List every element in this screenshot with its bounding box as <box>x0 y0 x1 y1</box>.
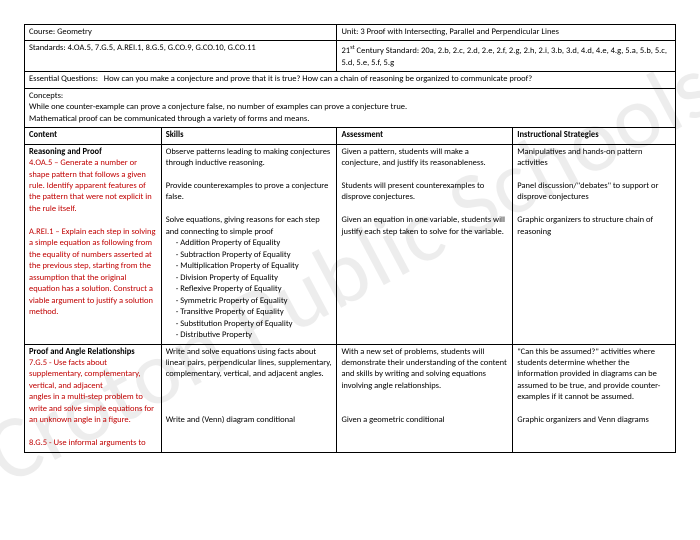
list-item: Transitive Property of Equality <box>176 307 333 318</box>
concepts-line2: Mathematical proof can be communicated t… <box>29 114 671 125</box>
row2-std2-text: Use informal arguments to <box>54 438 146 448</box>
row1-skills-p1: Observe patterns leading to making conje… <box>166 147 333 170</box>
unit-value: 3 Proof with Intersecting, Parallel and … <box>360 27 559 37</box>
eq-label: Essential Questions: <box>29 74 98 84</box>
row2-strategies: "Can this be assumed?" activities where … <box>513 344 676 452</box>
row2-skills-p2: Write and (Venn) diagram conditional <box>166 415 333 426</box>
century-rest: Century Standard: 20a, 2.b, 2.c, 2.d, 2.… <box>341 46 667 67</box>
row2-skills-p1: Write and solve equations using facts ab… <box>166 347 333 381</box>
row1-assess-p2: Students will present counterexamples to… <box>341 181 508 204</box>
row1-std2-code: A.REI.1 – <box>29 227 62 237</box>
row1-assess-p1: Given a pattern, students will make a co… <box>341 147 508 170</box>
row1-strategies: Manipulatives and hands-on pattern activ… <box>513 144 676 344</box>
unit-label: Unit: <box>341 27 358 37</box>
list-item: Multiplication Property of Equality <box>176 261 333 272</box>
course-value: Geometry <box>57 27 92 37</box>
century-cell: 21st Century Standard: 20a, 2.b, 2.c, 2.… <box>337 41 676 72</box>
row2-content-heading: Proof and Angle Relationships <box>29 347 157 358</box>
row1-assess-p3: Given an equation in one variable, stude… <box>341 215 508 238</box>
list-item: Subtraction Property of Equality <box>176 250 333 261</box>
row2-content: Proof and Angle Relationships 7.G.5 - Us… <box>25 344 162 452</box>
row1-std1-code: 4.OA.5 – <box>29 158 60 168</box>
list-item: Reflexive Property of Equality <box>176 284 333 295</box>
list-item: Distributive Property <box>176 330 333 341</box>
essential-questions-cell: Essential Questions: How can you make a … <box>25 72 676 88</box>
row1-content: Reasoning and Proof 4.OA.5 – Generate a … <box>25 144 162 344</box>
century-num: 21 <box>341 46 350 56</box>
standards-cell: Standards: 4.OA.5, 7.G.5, A.REI.1, 8.G.5… <box>25 41 337 72</box>
course-cell: Course: Geometry <box>25 25 337 41</box>
row2-std1-code: 7.G.5 - <box>29 358 54 368</box>
row1-strat-p1: Manipulatives and hands-on pattern activ… <box>517 147 671 170</box>
row2-std1-text2: angles in a multi-step problem to write … <box>29 392 157 426</box>
row2-assess-p2: Given a geometric conditional <box>341 415 508 426</box>
concepts-line1: While one counter-example can prove a co… <box>29 102 671 113</box>
col-strategies-header: Instructional Strategies <box>513 128 676 144</box>
list-item: Division Property of Equality <box>176 273 333 284</box>
course-label: Course: <box>29 27 55 37</box>
curriculum-table: Course: Geometry Unit: 3 Proof with Inte… <box>24 24 676 453</box>
row1-strat-p3: Graphic organizers to structure chain of… <box>517 215 671 238</box>
row1-content-heading: Reasoning and Proof <box>29 147 157 158</box>
row1-skills: Observe patterns leading to making conje… <box>161 144 337 344</box>
standards-value: 4.OA.5, 7.G.5, A.REI.1, 8.G.5, G.CO.9, G… <box>68 43 256 53</box>
row1-skills-p3: Solve equations, giving reasons for each… <box>166 215 333 238</box>
list-item: Symmetric Property of Equality <box>176 296 333 307</box>
concepts-label: Concepts: <box>29 91 671 102</box>
row2-std2-code: 8.G.5 - <box>29 438 54 448</box>
row1-assessment: Given a pattern, students will make a co… <box>337 144 513 344</box>
row2-assess-p1: With a new set of problems, students wil… <box>341 347 508 393</box>
unit-cell: Unit: 3 Proof with Intersecting, Paralle… <box>337 25 676 41</box>
list-item: Substitution Property of Equality <box>176 319 333 330</box>
col-skills-header: Skills <box>161 128 337 144</box>
row2-strat-p1: "Can this be assumed?" activities where … <box>517 347 671 404</box>
col-assessment-header: Assessment <box>337 128 513 144</box>
row1-skills-p2: Provide counterexamples to prove a conje… <box>166 181 333 204</box>
col-content-header: Content <box>25 128 162 144</box>
list-item: Addition Property of Equality <box>176 238 333 249</box>
eq-value: How can you make a conjecture and prove … <box>104 74 532 84</box>
standards-label: Standards: <box>29 43 66 53</box>
row1-std2-text: Explain each step in solving a simple eq… <box>29 227 155 317</box>
row1-strat-p2: Panel discussion/"debates" to support or… <box>517 181 671 204</box>
row2-strat-p2: Graphic organizers and Venn diagrams <box>517 415 671 426</box>
row2-assessment: With a new set of problems, students wil… <box>337 344 513 452</box>
row2-skills: Write and solve equations using facts ab… <box>161 344 337 452</box>
concepts-cell: Concepts: While one counter-example can … <box>25 88 676 127</box>
row1-skills-bullets: Addition Property of Equality Subtractio… <box>166 238 333 341</box>
